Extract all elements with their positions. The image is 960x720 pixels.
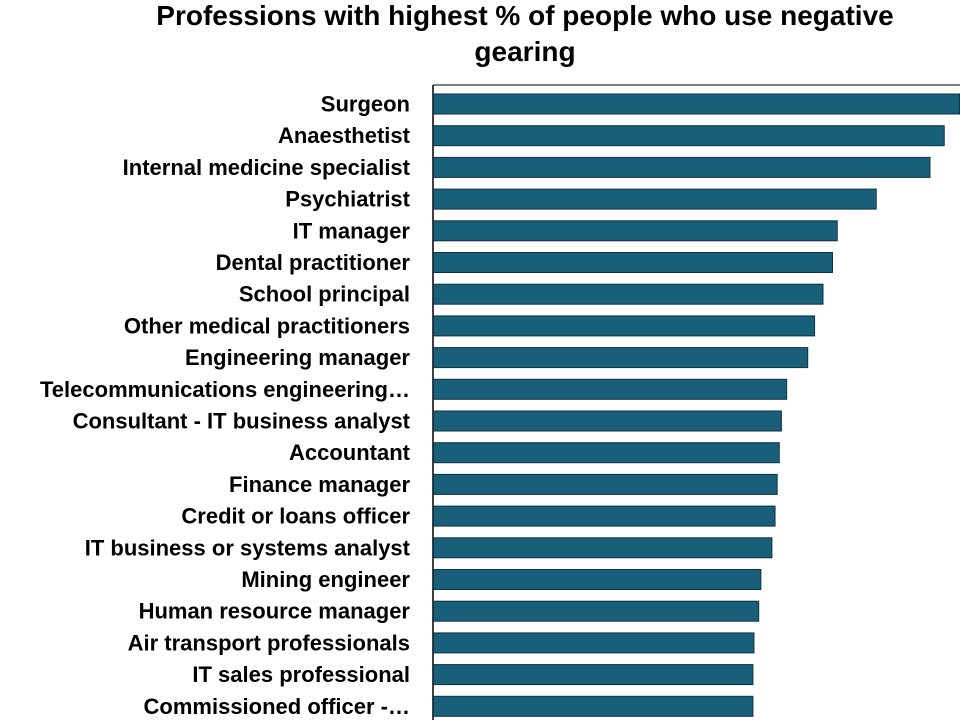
category-label: Other medical practitioners [124,313,410,338]
category-label: Telecommunications engineering… [40,377,410,402]
category-label: Surgeon [321,92,410,117]
bar [433,252,833,273]
bar [433,283,824,305]
category-label: Air transport professionals [128,630,410,655]
category-label: Commissioned officer -… [144,694,410,719]
category-label: Accountant [289,440,411,465]
bar [433,347,809,369]
category-label: Finance manager [229,472,410,497]
bar [433,188,877,210]
category-label: Human resource manager [139,599,411,624]
category-label: Anaesthetist [278,123,411,148]
bar [433,93,960,115]
bar [433,125,945,147]
category-label: Engineering manager [185,345,410,370]
chart-title-line-1: Professions with highest % of people who… [156,0,893,31]
bar [433,600,760,622]
bar [433,695,754,717]
bar [433,315,816,337]
bar [433,632,755,654]
category-label: IT manager [293,218,411,243]
category-label: Consultant - IT business analyst [73,409,411,434]
bars-group [433,93,960,717]
bar [433,378,788,400]
category-label: Mining engineer [241,567,410,592]
bar [433,505,776,527]
bar [433,537,773,559]
bar [433,473,778,495]
category-label: School principal [239,282,410,307]
chart-title: Professions with highest % of people who… [156,0,893,67]
category-label: IT sales professional [192,662,410,687]
chart-title-line-2: gearing [474,36,575,67]
category-label: IT business or systems analyst [85,535,411,560]
bar [433,156,931,178]
plot-area [432,84,960,720]
category-label: Internal medicine specialist [123,155,411,180]
bar [433,220,838,242]
bar [433,664,754,686]
category-label: Credit or loans officer [181,504,410,529]
bar [433,569,762,590]
category-label: Dental practitioner [216,250,411,275]
bar [433,410,782,432]
category-labels: Surgeon Anaesthetist Internal medicine spe… [40,92,411,719]
category-label: Psychiatrist [285,187,410,212]
bar [433,442,780,464]
